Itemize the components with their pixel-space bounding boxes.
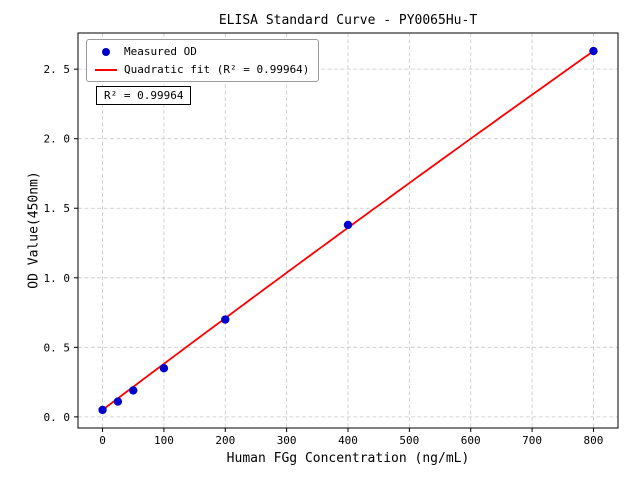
- x-tick-label: 300: [277, 434, 297, 447]
- y-tick-label: 0. 0: [44, 411, 71, 424]
- x-tick-label: 0: [99, 434, 106, 447]
- measured-od-point: [589, 46, 598, 56]
- measured-od-point: [113, 397, 123, 406]
- measured-od-dot-icon: [93, 47, 119, 56]
- y-tick-label: 2. 0: [44, 133, 71, 146]
- measured-od-point: [159, 363, 169, 373]
- measured-od-point: [98, 405, 107, 415]
- y-tick-label: 2. 5: [44, 63, 71, 76]
- x-tick-label: 500: [399, 434, 419, 447]
- x-tick-label: 200: [215, 434, 235, 447]
- fit-line-icon: [93, 68, 119, 71]
- chart-title: ELISA Standard Curve - PY0065Hu-T: [218, 13, 478, 28]
- measured-od-point: [221, 315, 230, 324]
- y-tick-label: 1. 5: [44, 202, 71, 215]
- x-tick-label: 700: [522, 434, 542, 447]
- legend-label-quadratic-fit: Quadratic fit (R² = 0.99964): [124, 63, 310, 76]
- x-tick-label: 600: [461, 434, 481, 447]
- x-tick-label: 800: [584, 434, 604, 447]
- measured-od-point: [129, 386, 138, 395]
- legend: Measured OD Quadratic fit (R² = 0.99964): [86, 39, 320, 82]
- legend-label-measured-od: Measured OD: [124, 45, 197, 58]
- y-axis-label: OD Value(450nm): [26, 171, 42, 289]
- x-tick-label: 100: [154, 434, 174, 447]
- legend-item-measured-od: Measured OD: [93, 44, 309, 59]
- x-tick-label: 400: [338, 434, 358, 447]
- y-tick-label: 0. 5: [44, 341, 71, 354]
- legend-item-quadratic-fit: Quadratic fit (R² = 0.99964): [93, 62, 309, 77]
- r-squared-annotation: R² = 0.99964: [96, 86, 192, 105]
- measured-od-point: [343, 220, 353, 230]
- x-axis-label: Human FGg Concentration (ng/mL): [226, 451, 470, 466]
- y-tick-label: 1. 0: [44, 272, 71, 285]
